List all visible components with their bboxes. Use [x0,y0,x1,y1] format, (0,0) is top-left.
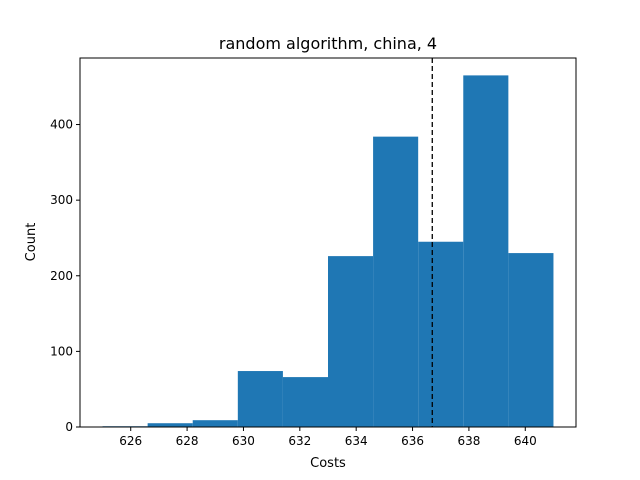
x-tick-label: 636 [401,434,424,448]
histogram-bar [463,75,509,428]
y-tick-label: 200 [50,269,73,283]
y-tick-label: 100 [50,344,73,358]
histogram-bar [508,253,554,427]
histogram-bar [237,371,283,427]
histogram-bar [192,420,238,427]
histogram-bar [282,377,328,427]
y-tick-label: 400 [50,118,73,132]
x-tick-label: 628 [176,434,199,448]
x-tick-label: 638 [457,434,480,448]
x-tick-label: 634 [345,434,368,448]
y-axis: 0 100 200 300 400 [50,118,80,434]
y-tick-label: 0 [65,420,73,434]
plot-frame [79,57,577,428]
chart-title: random algorithm, china, 4 [219,34,437,53]
histogram-bar [418,241,464,427]
x-tick-label: 626 [119,434,142,448]
y-axis-label: Count [24,223,39,262]
histogram-bar [147,423,193,427]
histogram-bar [373,136,419,427]
x-tick-label: 630 [232,434,255,448]
y-tick-label: 300 [50,193,73,207]
x-tick-label: 640 [514,434,537,448]
x-axis: 626 628 630 632 634 636 638 640 [119,427,537,448]
histogram-bar [328,256,374,427]
bars-group [102,75,554,428]
x-axis-label: Costs [310,456,346,471]
x-tick-label: 632 [288,434,311,448]
